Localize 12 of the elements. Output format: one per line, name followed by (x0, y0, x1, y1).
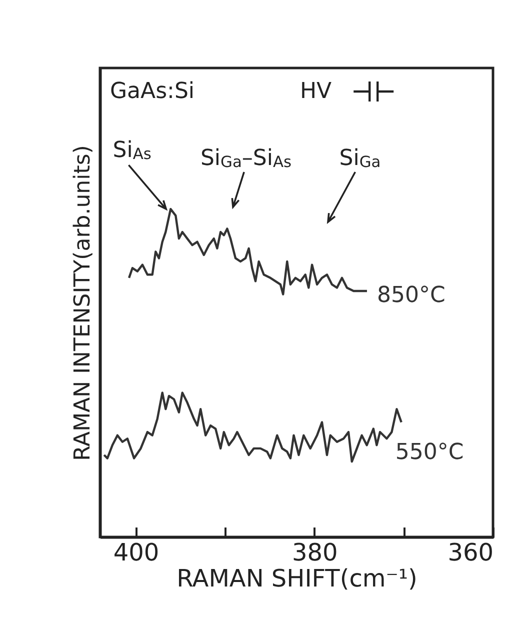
text: GaAs:Si (110, 79, 195, 104)
x-tick-label: 380 (292, 538, 338, 566)
text: HV (300, 79, 332, 104)
annotation: Si$_{As}$ (112, 138, 152, 164)
x-tick-label: 360 (448, 538, 494, 566)
series-label: 850°C (376, 283, 446, 308)
text: Si$_{Ga}$–Si$_{As}$ (200, 146, 292, 172)
x-axis-title: RAMAN SHIFT(cm⁻¹) (176, 564, 418, 592)
series-label: 550°C (395, 440, 464, 466)
text: Si$_{Ga}$ (339, 146, 381, 172)
y-axis-title: RAMAN INTENSITY(arb.units) (70, 145, 96, 461)
x-tick-label: 400 (113, 538, 160, 566)
